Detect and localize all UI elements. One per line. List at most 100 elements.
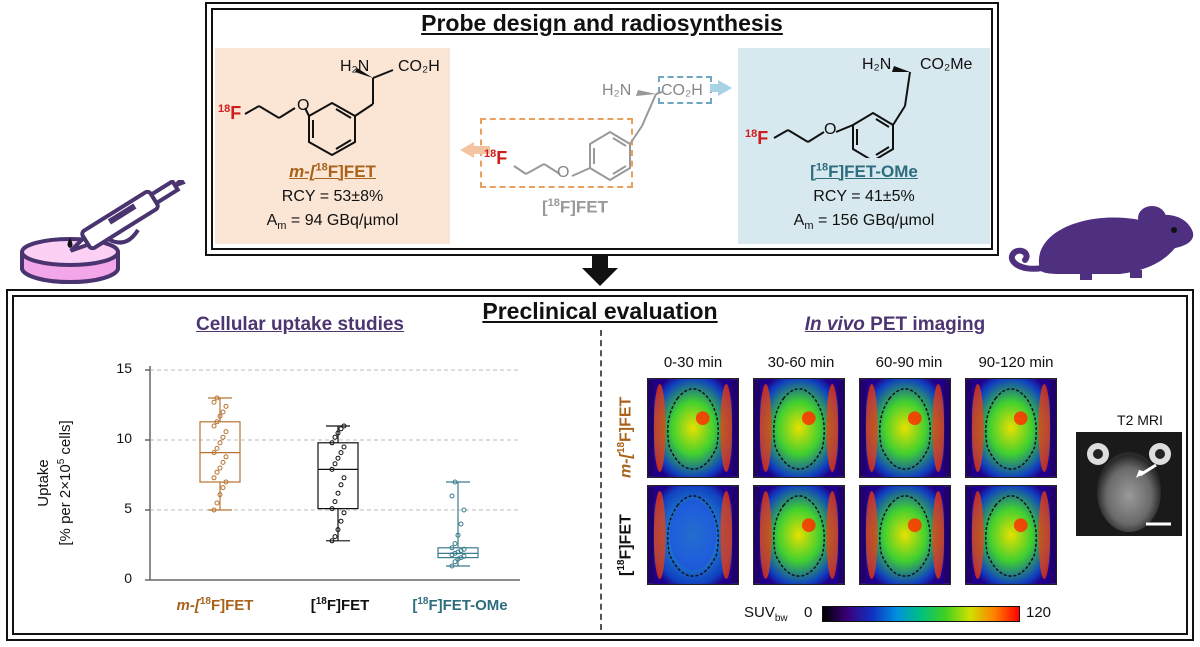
xcat-fet-ome: [18F]FET-OMe xyxy=(412,596,508,614)
pet-image xyxy=(965,378,1057,478)
time-label-3: 90-120 min xyxy=(978,354,1054,371)
data-point xyxy=(211,475,217,481)
evaluation-frame xyxy=(6,289,1194,641)
data-point xyxy=(341,510,347,516)
m-fet-structure xyxy=(244,68,394,157)
time-label-2: 60-90 min xyxy=(875,354,943,371)
pet-image xyxy=(753,378,845,478)
pet-image xyxy=(859,485,951,585)
fet-ome-panel xyxy=(738,48,990,244)
colorbar-min: 0 xyxy=(804,604,813,621)
data-point xyxy=(335,490,341,496)
ytick-label: 5 xyxy=(124,500,132,516)
data-point xyxy=(452,479,458,485)
data-point xyxy=(335,527,341,533)
data-point xyxy=(332,534,338,540)
data-point xyxy=(332,461,338,467)
m-fet-fluoro: 18F xyxy=(218,103,242,123)
fet-ome-structure xyxy=(773,66,911,158)
fet-ome-am: Am = 156 GBq/µmol xyxy=(793,212,935,233)
xcat-m-fet: m-[18F]FET xyxy=(176,596,254,614)
data-point xyxy=(449,545,455,551)
synthesis-frame xyxy=(205,2,999,256)
data-point xyxy=(223,403,229,409)
m-fet-rcy: RCY = 53±8% xyxy=(281,188,384,205)
fet-ome-acid: CO₂Me xyxy=(920,56,973,73)
data-point xyxy=(461,553,467,559)
data-point xyxy=(332,434,338,440)
data-point xyxy=(214,419,220,425)
evaluation-title: Preclinical evaluation xyxy=(482,298,718,324)
m-fet-panel xyxy=(215,48,450,244)
data-point xyxy=(335,455,341,461)
uptake-box-chart xyxy=(145,366,520,581)
data-point xyxy=(338,450,344,456)
fet-structure xyxy=(460,80,732,182)
xcat-fet: [18F]FET xyxy=(310,596,370,614)
fet-ome-name: [18F]FET-OMe xyxy=(810,161,918,181)
data-point xyxy=(461,546,467,552)
fet-acid: CO₂H xyxy=(661,82,703,99)
data-point xyxy=(449,493,455,499)
data-point xyxy=(217,465,223,471)
data-point xyxy=(217,413,223,419)
data-point xyxy=(214,469,220,475)
data-point xyxy=(223,429,229,435)
data-point xyxy=(220,485,226,491)
fet-ome-amine: H₂N xyxy=(862,56,892,73)
pet-image xyxy=(965,485,1057,585)
data-point xyxy=(211,399,217,405)
data-point xyxy=(211,450,217,456)
data-point xyxy=(329,506,335,512)
data-point xyxy=(214,445,220,451)
data-point xyxy=(211,507,217,513)
data-point xyxy=(341,444,347,450)
cellular-uptake-title: Cellular uptake studies xyxy=(195,314,404,335)
row-label-fet: [18F]FET xyxy=(616,514,635,576)
chart-ylabel-line1: Uptake xyxy=(35,459,52,507)
data-point xyxy=(214,500,220,506)
data-point xyxy=(329,466,335,472)
data-point xyxy=(211,423,217,429)
data-point xyxy=(223,479,229,485)
data-point xyxy=(449,563,455,569)
chart-ylabel-line2: [% per 2×105 cells] xyxy=(56,420,74,546)
pet-image xyxy=(647,378,739,478)
box-iqr xyxy=(317,442,359,510)
m-fet-name: m-[18F]FET xyxy=(289,161,376,181)
pipette-dish-illustration xyxy=(20,180,186,284)
time-label-1: 30-60 min xyxy=(767,354,835,371)
data-point xyxy=(338,482,344,488)
ytick-label: 10 xyxy=(116,430,132,446)
data-point xyxy=(220,434,226,440)
data-point xyxy=(332,499,338,505)
box-iqr xyxy=(437,547,479,559)
chart-ylabel: Uptake [% per 2×105 cells] xyxy=(35,420,74,545)
section-divider xyxy=(600,330,602,630)
data-point xyxy=(452,559,458,565)
row-label-m-fet: m-[18F]FET xyxy=(616,396,635,478)
m-fet-am: Am = 94 GBq/µmol xyxy=(266,212,399,233)
pet-image xyxy=(647,485,739,585)
mri-image xyxy=(1076,432,1182,536)
data-point xyxy=(452,541,458,547)
data-point xyxy=(341,423,347,429)
pet-imaging-title: In vivo PET imaging xyxy=(804,314,986,335)
mri-label: T2 MRI xyxy=(1117,412,1163,428)
colorbar-gradient xyxy=(822,606,1020,622)
data-point xyxy=(223,454,229,460)
fet-oxygen: O xyxy=(557,164,570,181)
colorbar-max: 120 xyxy=(1026,604,1052,621)
fet-name: [18F]FET xyxy=(541,197,609,217)
data-point xyxy=(338,426,344,432)
data-point xyxy=(220,409,226,415)
data-point xyxy=(455,532,461,538)
data-point xyxy=(338,518,344,524)
data-point xyxy=(217,492,223,498)
ytick-label: 0 xyxy=(124,570,132,586)
data-point xyxy=(214,395,220,401)
data-point xyxy=(335,430,341,436)
synthesis-frame-inner xyxy=(211,8,993,250)
data-point xyxy=(329,538,335,544)
data-point xyxy=(329,440,335,446)
